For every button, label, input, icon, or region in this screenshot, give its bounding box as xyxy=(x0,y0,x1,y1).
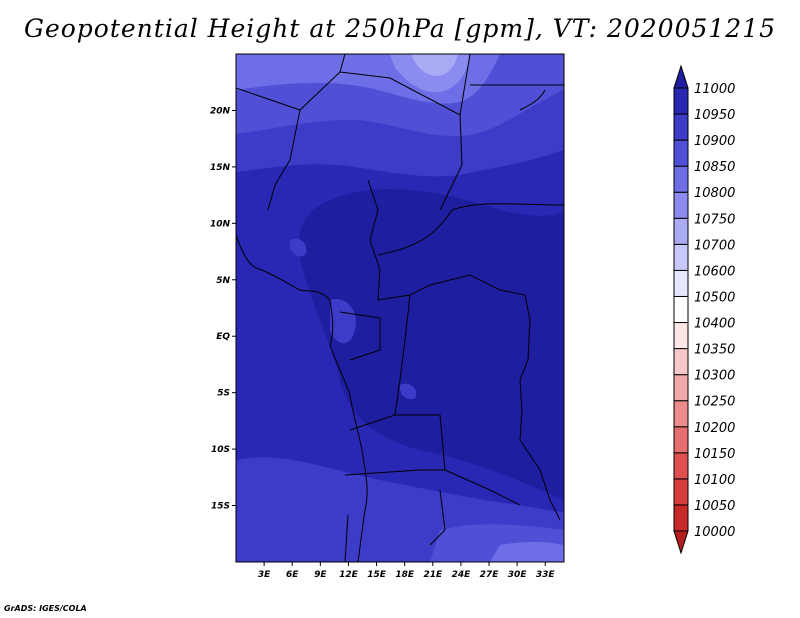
lon-tick-label: 33E xyxy=(536,570,556,580)
colorbar-upper-extension xyxy=(673,64,689,89)
map-title: Geopotential Height at 250hPa [gpm], VT:… xyxy=(23,14,777,43)
lat-tick-label: 10N xyxy=(210,219,231,229)
lat-tick-label: 15S xyxy=(211,502,230,512)
lat-tick-label: 15N xyxy=(210,163,231,173)
lat-tick-label: EQ xyxy=(216,332,230,342)
colorbar-level-label: 10750 xyxy=(694,212,735,227)
colorbar-level-label: 10050 xyxy=(694,499,735,514)
colorbar-swatch xyxy=(673,217,689,245)
colorbar-level-label: 10000 xyxy=(694,525,735,540)
colorbar-swatch xyxy=(673,322,689,350)
colorbar-swatch xyxy=(673,452,689,480)
colorbar-swatch xyxy=(673,191,689,219)
colorbar-level-label: 10900 xyxy=(694,134,735,149)
colorbar-level-label: 10350 xyxy=(694,343,735,358)
colorbar-swatch xyxy=(673,295,689,324)
map-frame xyxy=(235,53,565,563)
colorbar-swatch xyxy=(673,269,689,297)
colorbar-level-label: 10400 xyxy=(694,317,735,332)
colorbar-swatch xyxy=(673,348,689,376)
lon-tick-label: 18E xyxy=(395,570,415,580)
colorbar: 10000 10050 10100 10150 10200 10250 10300 10350… xyxy=(673,64,735,555)
colorbar-swatch xyxy=(673,426,689,454)
colorbar-lower-extension xyxy=(673,530,689,555)
geopotential-height-field xyxy=(236,54,564,562)
colorbar-swatch xyxy=(673,243,689,271)
colorbar-swatch xyxy=(673,504,689,532)
colorbar-level-label: 10600 xyxy=(694,264,735,279)
colorbar-swatch xyxy=(673,478,689,506)
colorbar-level-label: 10100 xyxy=(694,473,735,488)
lon-tick-label: 15E xyxy=(367,570,387,580)
lon-tick-label: 21E xyxy=(423,570,443,580)
colorbar-swatch xyxy=(673,87,689,115)
colorbar-level-label: 10300 xyxy=(694,369,735,384)
coastlines-and-borders xyxy=(236,54,564,562)
colorbar-level-label: 10800 xyxy=(694,186,735,201)
colorbar-level-label: 10150 xyxy=(694,447,735,462)
longitude-axis: 3E 6E 9E 12E 15E 18E 21E 24E 27E 30E 33E xyxy=(258,562,556,580)
lat-tick-label: 20N xyxy=(210,106,231,116)
colorbar-level-label: 10500 xyxy=(694,290,735,305)
lat-tick-label: 10S xyxy=(211,445,230,455)
lon-tick-label: 12E xyxy=(339,570,359,580)
colorbar-swatch xyxy=(673,374,689,402)
colorbar-swatch xyxy=(673,165,689,193)
latitude-axis: 20N 15N 10N 5N EQ 5S 10S 15S xyxy=(210,106,236,512)
colorbar-level-label: 10250 xyxy=(694,395,735,410)
lon-tick-label: 24E xyxy=(452,570,472,580)
colorbar-swatch xyxy=(673,400,689,428)
colorbar-level-label: 10950 xyxy=(694,108,735,123)
lon-tick-label: 3E xyxy=(258,570,271,580)
colorbar-level-label: 10850 xyxy=(694,160,735,175)
lon-tick-label: 6E xyxy=(286,570,299,580)
colorbar-level-label: 10700 xyxy=(694,238,735,253)
lon-tick-label: 27E xyxy=(480,570,500,580)
colorbar-level-label: 10200 xyxy=(694,421,735,436)
lon-tick-label: 9E xyxy=(314,570,327,580)
lon-tick-label: 30E xyxy=(508,570,528,580)
colorbar-level-label: 11000 xyxy=(694,82,735,97)
grads-credit: GrADS: IGES/COLA xyxy=(4,604,87,613)
lat-tick-label: 5N xyxy=(216,276,230,286)
lat-tick-label: 5S xyxy=(217,389,230,399)
colorbar-swatch xyxy=(673,139,689,167)
colorbar-swatch xyxy=(673,113,689,141)
